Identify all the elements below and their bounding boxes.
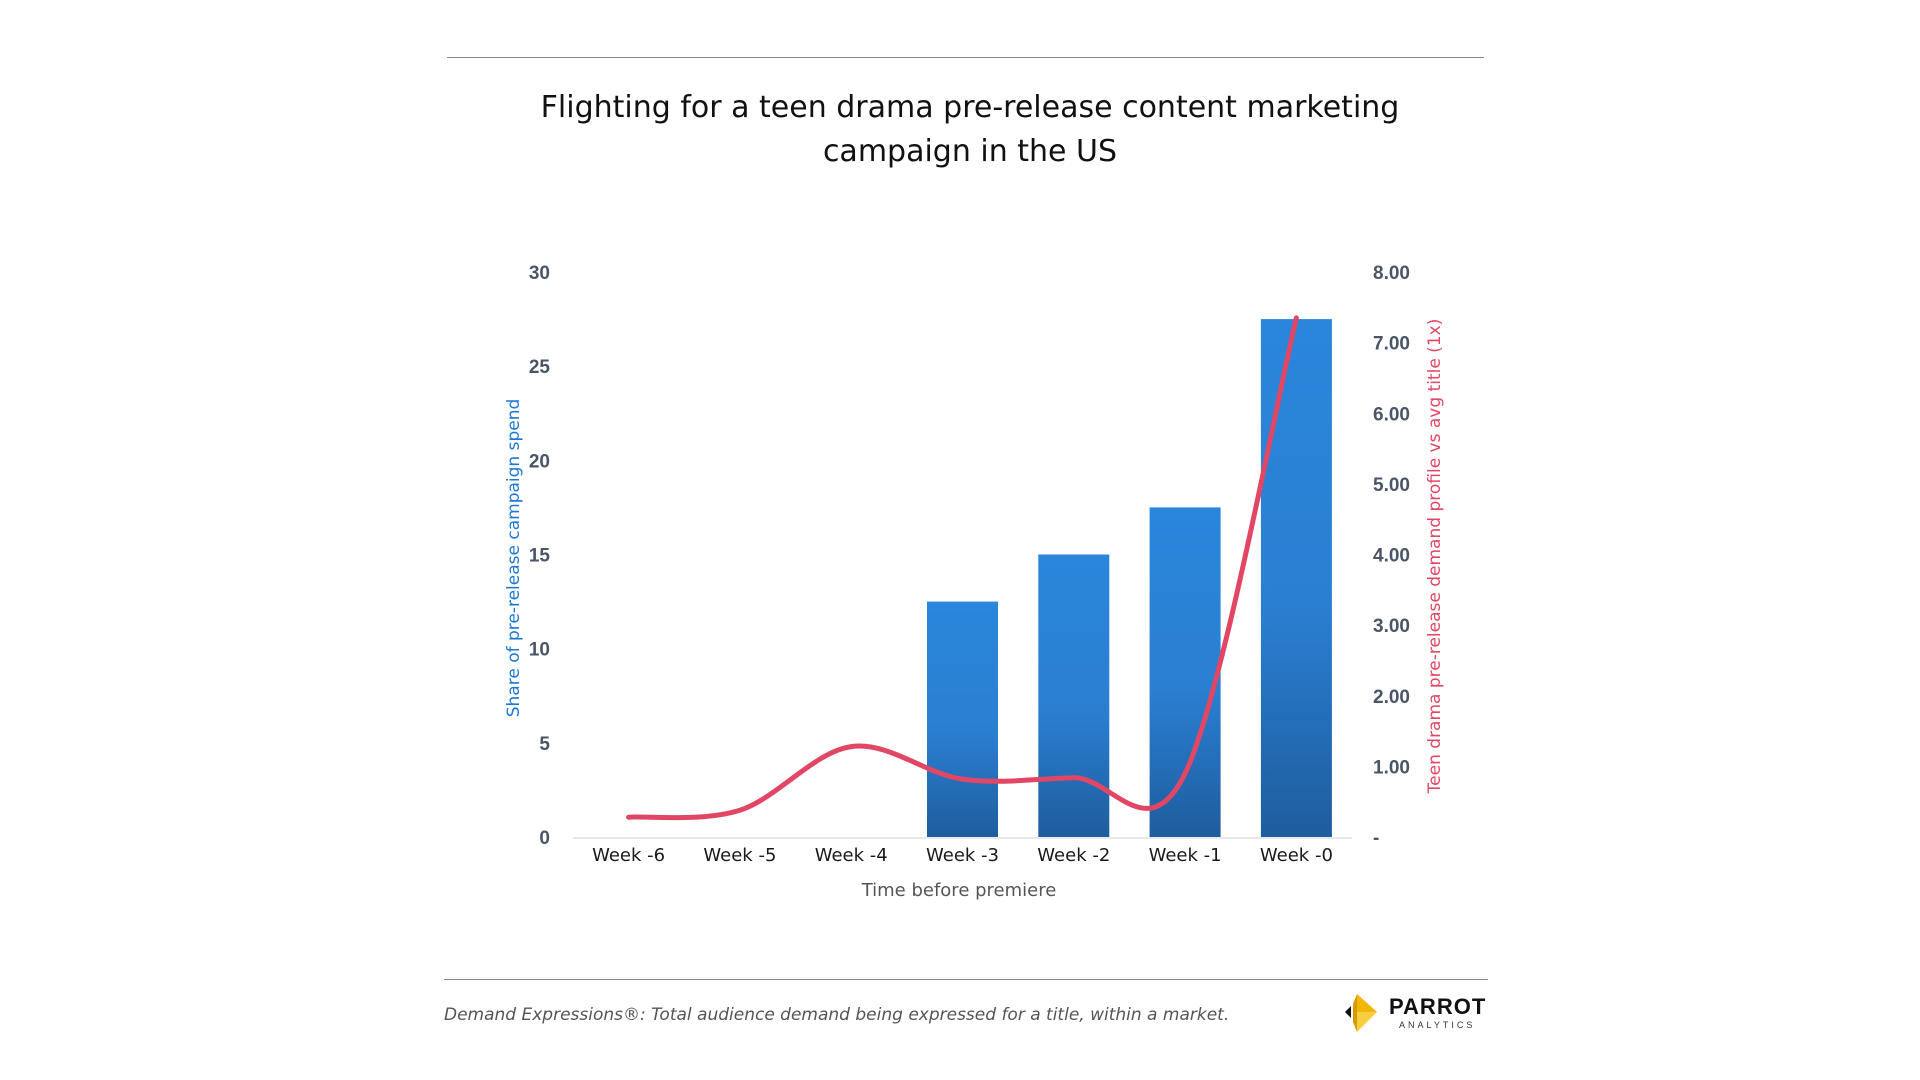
parrot-logo-icon [1345, 994, 1377, 1032]
right-tick-label: 2.00 [1373, 687, 1410, 708]
left-tick-label: 15 [529, 546, 551, 567]
x-ticks: Week -6 Week -5 Week -4 Week -3 Week -2 Week … [592, 845, 1333, 866]
x-tick-label: Week -2 [1037, 845, 1110, 866]
right-tick-label: 5.00 [1373, 475, 1410, 496]
left-tick-label: 5 [539, 734, 550, 755]
left-tick-label: 20 [529, 451, 550, 472]
bars [927, 319, 1332, 838]
right-tick-label: 1.00 [1373, 757, 1410, 778]
x-tick-label: Week -4 [815, 845, 888, 866]
footer-note: Demand Expressions®: Total audience dema… [444, 1005, 1230, 1025]
left-ticks: 0 5 10 15 20 25 30 [529, 263, 551, 849]
left-tick-label: 10 [529, 640, 550, 661]
x-tick-label: Week -1 [1149, 845, 1222, 866]
bar-week-1 [1149, 507, 1221, 837]
line-layer [626, 315, 1299, 821]
bar-week-0 [1260, 319, 1332, 838]
x-tick-label: Week -0 [1260, 845, 1333, 866]
chart-title: Flighting for a teen drama pre-release c… [500, 86, 1440, 174]
bar-week-3 [927, 601, 998, 837]
bar-week-2 [1038, 554, 1110, 837]
x-tick-label: Week -5 [703, 845, 776, 866]
y-axis-right-label: Teen drama pre-release demand profile vs… [1425, 319, 1445, 795]
logo-subtitle: ANALYTICS [1399, 1020, 1476, 1030]
right-tick-label: 7.00 [1373, 334, 1410, 355]
right-tick-label: 4.00 [1373, 546, 1410, 567]
y-axis-left-label: Share of pre-release campaign spend [504, 399, 524, 718]
right-tick-label: 6.00 [1373, 404, 1410, 425]
x-axis-label: Time before premiere [861, 880, 1057, 901]
parrot-analytics-logo: PARROT ANALYTICS [1343, 990, 1491, 1040]
chart-title-line-2: campaign in the US [822, 134, 1118, 169]
left-tick-label: 0 [539, 828, 550, 849]
chart-title-line-1: Flighting for a teen drama pre-release c… [540, 90, 1400, 125]
left-tick-label: 30 [529, 263, 550, 284]
logo-name: PARROT [1389, 994, 1487, 1019]
bottom-divider [444, 979, 1488, 980]
top-divider [447, 57, 1484, 58]
x-tick-label: Week -6 [592, 845, 665, 866]
left-tick-label: 25 [529, 357, 551, 378]
right-tick-label: 3.00 [1373, 616, 1410, 637]
right-tick-label: 8.00 [1373, 263, 1410, 284]
right-ticks: - 1.00 2.00 3.00 4.00 5.00 6.00 7.00 8.00 [1373, 263, 1410, 849]
demand-line [626, 315, 1299, 821]
x-tick-label: Week -3 [926, 845, 999, 866]
right-tick-label: - [1373, 828, 1379, 849]
